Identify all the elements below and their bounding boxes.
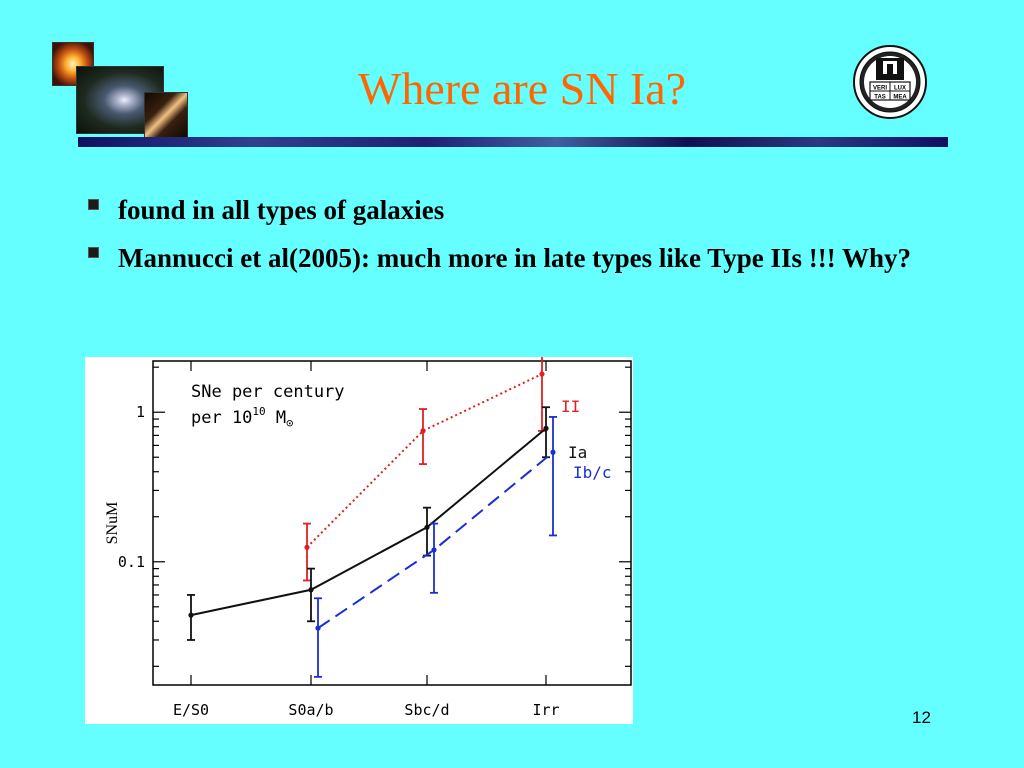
bullet-item: found in all types of galaxies: [84, 190, 964, 230]
series-line-ia: [190, 427, 547, 617]
svg-text:VERI: VERI: [873, 86, 887, 92]
title-divider: [78, 137, 948, 147]
bullet-text: Mannucci et al(2005): much more in late …: [118, 243, 911, 273]
data-point: [420, 428, 426, 434]
y-axis-label: SNuM: [104, 502, 121, 545]
svg-text:LUX: LUX: [894, 86, 906, 92]
chart-annotation-line1: SNe per century: [191, 382, 345, 402]
bullet-square-icon: [88, 199, 99, 210]
series-label: II: [561, 397, 580, 416]
data-point: [308, 587, 314, 593]
x-tick-label: S0a/b: [288, 701, 333, 719]
svg-text:MEA: MEA: [893, 95, 907, 101]
bullet-list: found in all types of galaxies Mannucci …: [84, 190, 964, 286]
y-tick-label: 0.1: [118, 553, 145, 571]
bullet-item: Mannucci et al(2005): much more in late …: [84, 238, 964, 278]
series-label: Ib/c: [573, 463, 612, 482]
svg-text:TAS: TAS: [874, 95, 886, 101]
y-tick-label: 1: [136, 403, 145, 421]
bullet-text: found in all types of galaxies: [118, 195, 445, 225]
snum-chart: 0.1 1 E/S0 S0a/b Sbc/d Irr SNuM SNe per century…: [104, 357, 632, 719]
slide-title: Where are SN Ia?: [357, 63, 687, 114]
galaxy-photo-yellow: [52, 42, 94, 86]
x-tick-label: Irr: [532, 701, 559, 719]
data-point: [539, 371, 545, 377]
data-point: [304, 544, 310, 550]
bullet-square-icon: [88, 247, 99, 258]
data-point: [550, 449, 556, 455]
data-point: [315, 625, 321, 631]
x-tick-label: Sbc/d: [404, 701, 449, 719]
x-tick-label: E/S0: [173, 701, 209, 719]
page-number: 12: [912, 708, 931, 727]
university-seal-logo: VERI LUX TAS MEA: [853, 45, 927, 119]
data-point: [543, 425, 549, 431]
series-line-ibc: [317, 451, 554, 629]
series-label: Ia: [568, 443, 587, 462]
chart-panel: 0.1 1 E/S0 S0a/b Sbc/d Irr SNuM SNe per century…: [85, 357, 633, 724]
chart-annotation-line2: per 1010 M⊙: [191, 405, 293, 430]
data-point: [431, 547, 437, 553]
data-point: [424, 524, 430, 530]
plot-frame: [152, 360, 632, 686]
data-point: [188, 612, 194, 618]
